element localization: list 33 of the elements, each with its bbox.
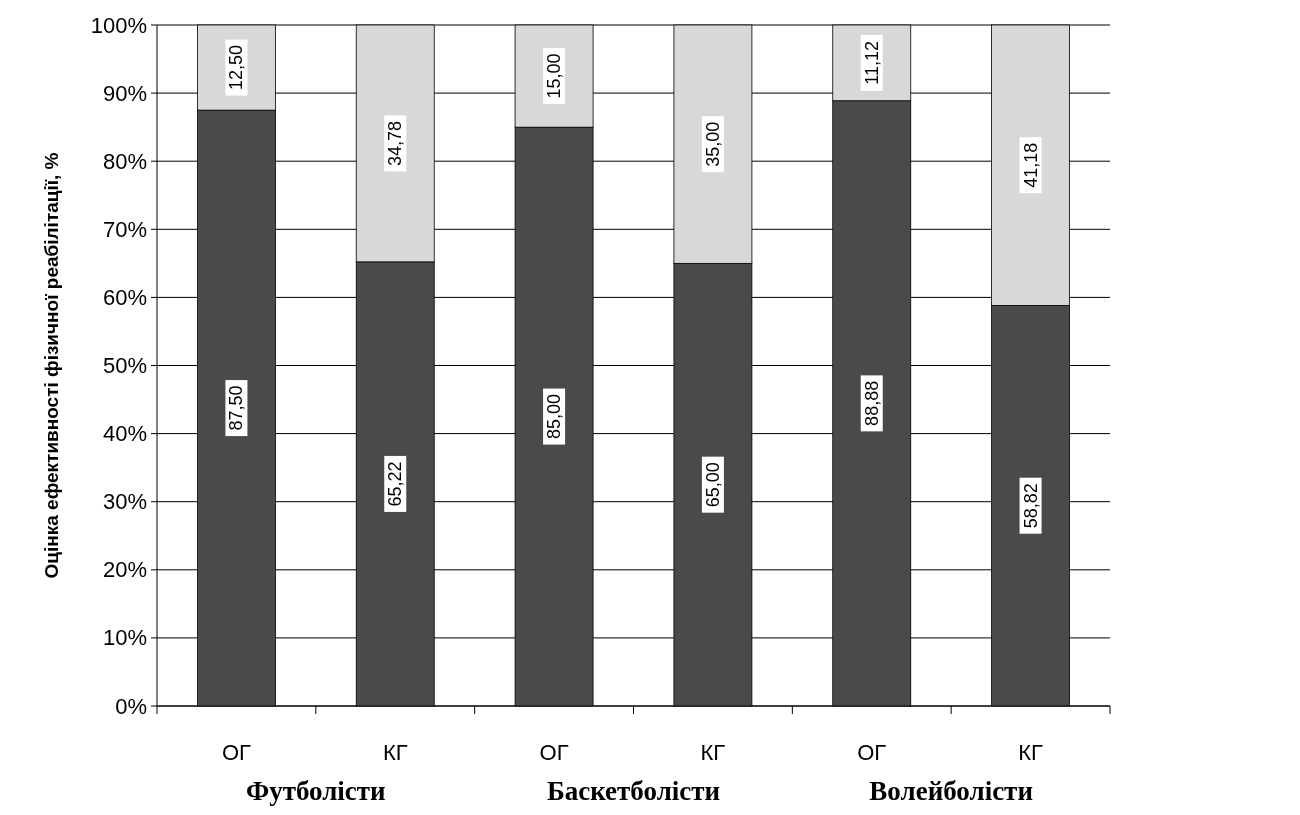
y-tick-label: 40%	[102, 421, 147, 447]
y-axis-title: Оцінка ефективності фізичної реабілітації, %	[41, 152, 62, 579]
data-label: 88,88	[861, 380, 882, 426]
text: Футболісти	[245, 776, 386, 806]
y-tick-label: 10%	[102, 625, 147, 651]
data-label: 11,12	[861, 41, 882, 85]
x-tick-label: ОГ	[857, 740, 887, 765]
data-label: 35,00	[702, 121, 723, 167]
x-tick-label: ОГ	[539, 740, 569, 765]
y-tick-label: 0%	[115, 693, 147, 719]
data-label: 12,50	[226, 45, 247, 91]
text: Баскетболісти	[546, 776, 721, 806]
data-label: 87,50	[226, 385, 247, 431]
data-label: 85,00	[544, 394, 565, 440]
y-tick-label: 90%	[102, 80, 147, 106]
data-label: 58,82	[1020, 483, 1041, 529]
x-tick-label: КГ	[1018, 740, 1044, 765]
data-label: 65,00	[702, 462, 723, 508]
y-tick-label: 60%	[102, 284, 147, 310]
y-tick-label: 20%	[102, 557, 147, 583]
data-label: 65,22	[385, 461, 406, 507]
text: Волейболісти	[869, 776, 1033, 806]
x-tick-label: ОГ	[221, 740, 252, 765]
y-tick-label: 80%	[102, 148, 147, 174]
data-label: 15,00	[544, 53, 565, 99]
y-tick-label: 50%	[102, 353, 147, 378]
data-label: 41,18	[1020, 142, 1041, 188]
x-tick-label: КГ	[382, 740, 408, 765]
y-tick-label: 30%	[102, 489, 147, 515]
y-tick-label: 70%	[102, 216, 147, 242]
y-tick-label: 100%	[90, 12, 147, 38]
data-label: 34,78	[385, 120, 406, 166]
x-tick-label: КГ	[700, 740, 726, 765]
